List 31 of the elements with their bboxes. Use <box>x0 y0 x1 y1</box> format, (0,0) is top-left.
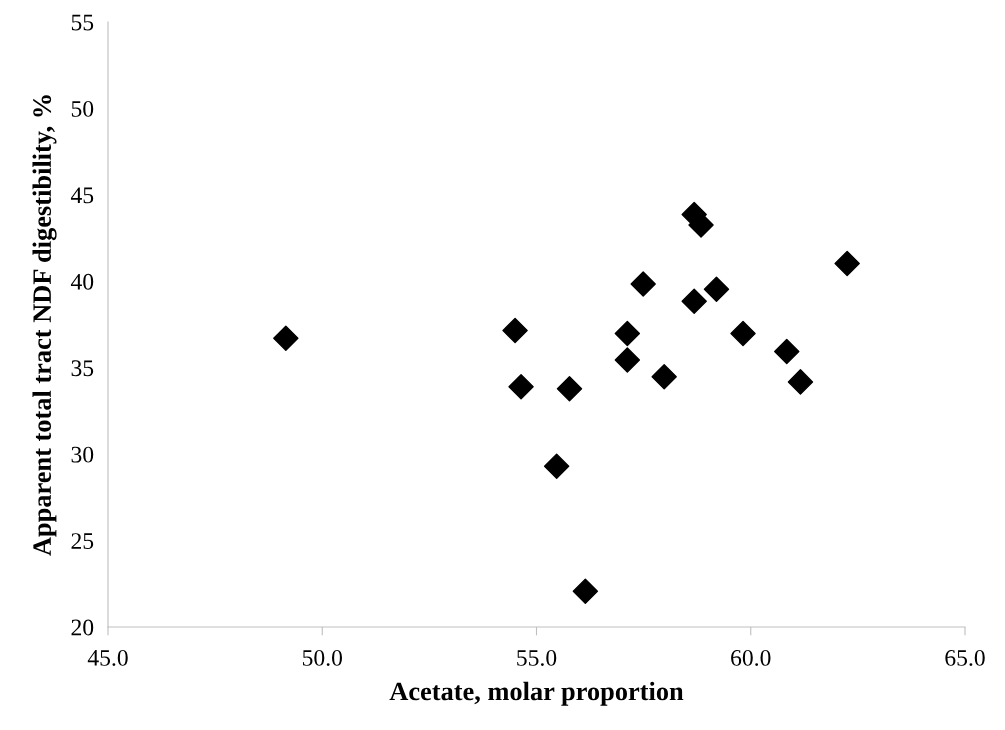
point <box>273 325 299 352</box>
x-axis-title: Acetate, molar proportion <box>389 681 684 706</box>
point <box>508 374 534 400</box>
point <box>543 453 570 479</box>
y-tick-label: 25 <box>71 533 94 549</box>
point <box>651 363 677 390</box>
x-tick-label: 55.0 <box>517 649 557 666</box>
y-tick-label: 50 <box>71 100 94 117</box>
point <box>502 317 528 344</box>
point <box>703 276 730 302</box>
x-tick-label: 45.0 <box>87 649 128 666</box>
y-tick-label: 30 <box>71 446 94 463</box>
y-tick-label: 45 <box>70 187 94 204</box>
y-tick-label: 40 <box>70 273 94 290</box>
y-tick-label: 35 <box>71 360 94 377</box>
point <box>681 288 707 315</box>
point <box>614 347 641 373</box>
y-axis-title: Apparent total tract NDF digestibility, % <box>32 95 57 556</box>
point <box>787 369 814 395</box>
x-tick-label: 65.0 <box>945 649 985 666</box>
point <box>556 376 583 402</box>
x-tick-label: 60.0 <box>731 649 771 666</box>
point <box>730 320 756 347</box>
point <box>614 320 641 347</box>
point <box>834 250 860 277</box>
y-tick-label: 55 <box>71 14 94 31</box>
point <box>774 338 800 365</box>
y-tick-label: 20 <box>71 619 94 636</box>
point <box>572 578 599 604</box>
x-tick-label: 50.0 <box>302 649 343 666</box>
point <box>630 271 656 297</box>
